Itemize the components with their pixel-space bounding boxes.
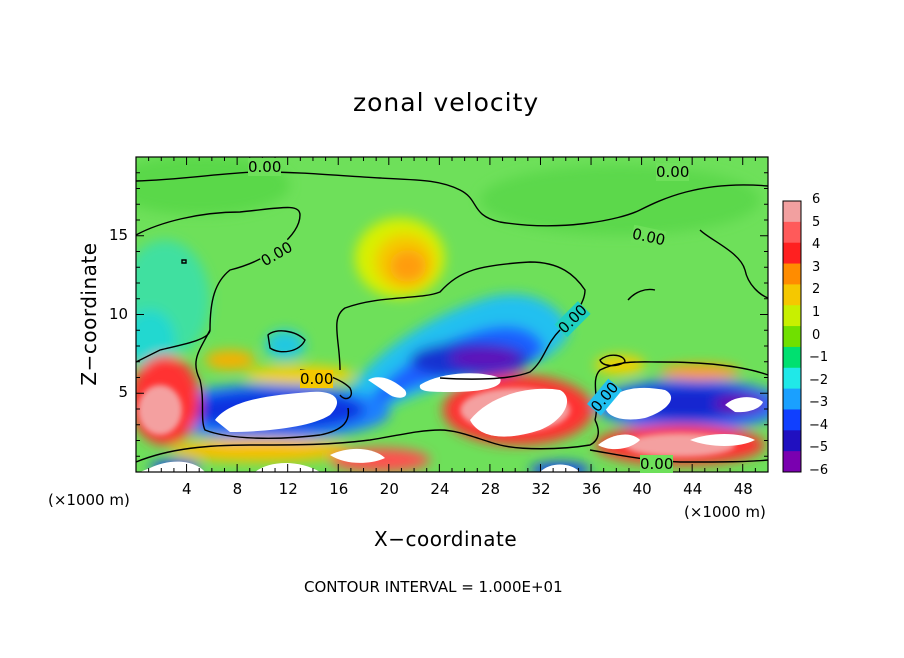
x-axis-label: X−coordinate — [374, 527, 518, 551]
x-tick-label: 20 — [379, 480, 399, 498]
colorbar-tick-label: −5 — [809, 440, 829, 456]
colorbar-tick-label: 1 — [812, 304, 821, 320]
contour-label: 0.00 — [656, 163, 690, 181]
colorbar-swatch — [783, 305, 801, 327]
colorbar-swatch — [783, 367, 801, 390]
colorbar-swatch — [783, 242, 801, 265]
colorbar-swatch — [783, 409, 801, 431]
x-tick-label: 28 — [480, 480, 500, 498]
x-tick-label: 32 — [531, 480, 551, 498]
x-unit-left: (×1000 m) — [48, 491, 130, 509]
contour-label: 0.00 — [248, 158, 282, 176]
colorbar-swatch — [783, 263, 801, 285]
x-tick-label: 8 — [232, 480, 243, 498]
colorbar-tick-label: 5 — [812, 214, 821, 230]
colorbar-tick-label: −3 — [809, 395, 829, 411]
y-tick-label: 5 — [118, 383, 129, 402]
velocity-field — [136, 157, 768, 472]
colorbar-tick-label: −4 — [809, 417, 829, 433]
y-tick-label: 15 — [109, 225, 129, 244]
colorbar-tick-label: 4 — [812, 237, 821, 253]
colorbar-tick-label: 6 — [812, 192, 821, 207]
contour-label: 0.00 — [640, 455, 674, 473]
y-tick-label: 10 — [109, 304, 129, 323]
colorbar-frame — [782, 200, 802, 473]
x-tick-label: 4 — [182, 480, 192, 498]
colorbar-tick-label: −2 — [809, 372, 829, 388]
colorbar-swatch — [783, 326, 801, 348]
colorbar — [782, 200, 802, 473]
x-tick-label: 36 — [582, 480, 602, 498]
x-tick-label: 40 — [632, 480, 652, 498]
colorbar-tick-label: 2 — [812, 282, 821, 298]
contour-interval-note: CONTOUR INTERVAL = 1.000E+01 — [304, 578, 563, 596]
x-tick-label: 48 — [733, 480, 753, 498]
axis-ticks — [136, 157, 768, 472]
colorbar-swatch — [783, 201, 801, 223]
colorbar-swatch — [783, 451, 801, 473]
colorbar-tick-label: 0 — [812, 327, 821, 343]
contour-label: 0.00 — [300, 370, 334, 388]
colorbar-tick-label: −6 — [809, 463, 829, 478]
colorbar-tick-label: 3 — [812, 259, 821, 275]
y-axis-label: Z−coordinate — [77, 242, 101, 386]
colorbar-swatch — [783, 388, 801, 410]
colorbar-tick-label: −1 — [809, 350, 829, 366]
x-tick-label: 44 — [683, 480, 703, 498]
x-tick-label: 16 — [329, 480, 349, 498]
colorbar-swatch — [783, 221, 801, 244]
colorbar-swatch — [783, 284, 801, 306]
chart-title: zonal velocity — [353, 88, 540, 117]
x-tick-label: 12 — [278, 480, 298, 498]
x-tick-label: 24 — [430, 480, 450, 498]
colorbar-swatch — [783, 430, 801, 452]
x-unit-right: (×1000 m) — [684, 503, 766, 521]
colorbar-swatch — [783, 346, 801, 369]
